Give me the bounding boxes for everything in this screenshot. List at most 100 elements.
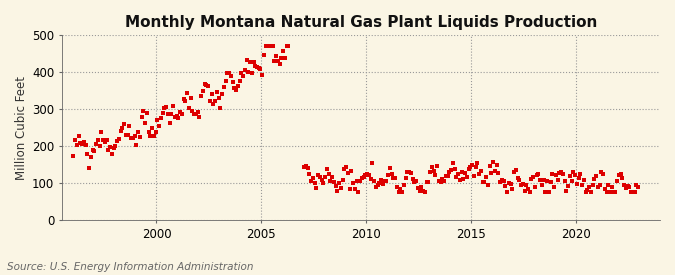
Point [462, 175, 472, 179]
Point [175, 110, 186, 114]
Point [244, 59, 255, 64]
Point [87, 148, 98, 153]
Point [210, 99, 221, 104]
Point [309, 181, 320, 185]
Point [151, 130, 161, 134]
Point [234, 79, 245, 83]
Point [98, 138, 109, 142]
Point [498, 179, 509, 183]
Point [367, 161, 378, 166]
Point [219, 85, 230, 89]
Point [428, 168, 439, 173]
Point [80, 143, 91, 147]
Point [594, 183, 605, 187]
Point [537, 183, 547, 187]
Point [496, 178, 507, 182]
Point [444, 170, 455, 174]
Point [227, 80, 238, 84]
Point [90, 141, 101, 146]
Point [388, 176, 399, 180]
Point [603, 183, 614, 187]
Point [253, 65, 264, 70]
Point [332, 189, 343, 194]
Point [596, 170, 607, 174]
Point [437, 177, 448, 181]
Point [593, 185, 603, 189]
Point [477, 180, 488, 185]
Point [448, 161, 458, 165]
Point [246, 70, 257, 75]
Point [182, 91, 192, 95]
Point [300, 164, 311, 168]
Point [474, 172, 485, 176]
Point [338, 178, 348, 182]
Point [526, 177, 537, 182]
Point [185, 96, 196, 100]
Point [573, 176, 584, 181]
Point [470, 165, 481, 169]
Point [423, 180, 434, 185]
Point [556, 170, 566, 174]
Point [171, 114, 182, 119]
Point [454, 178, 465, 182]
Point [115, 128, 126, 133]
Point [481, 174, 491, 179]
Point [383, 173, 394, 177]
Point [365, 177, 376, 181]
Point [563, 184, 574, 189]
Point [176, 111, 187, 116]
Point [75, 141, 86, 145]
Point [159, 106, 169, 111]
Point [522, 187, 533, 191]
Point [302, 166, 313, 170]
Point [199, 82, 210, 86]
Point [356, 176, 367, 180]
Point [510, 168, 521, 172]
Point [543, 190, 554, 195]
Point [187, 108, 198, 113]
Point [164, 121, 175, 125]
Point [440, 174, 451, 178]
Point [173, 116, 184, 120]
Point [223, 71, 234, 76]
Point [283, 44, 294, 49]
Point [178, 97, 189, 101]
Point [379, 178, 390, 183]
Point [262, 44, 273, 49]
Point [180, 99, 191, 103]
Point [500, 184, 511, 188]
Point [320, 175, 331, 179]
Point [101, 138, 112, 142]
Point [202, 84, 213, 88]
Point [348, 181, 358, 185]
Point [364, 173, 375, 177]
Point [197, 89, 208, 93]
Point [330, 184, 341, 188]
Point [276, 56, 287, 60]
Point [516, 183, 526, 187]
Point [355, 179, 366, 183]
Point [313, 172, 323, 177]
Point [472, 161, 483, 166]
Point [512, 176, 523, 180]
Point [206, 92, 217, 96]
Point [169, 115, 180, 119]
Point [248, 60, 259, 65]
Point [617, 176, 628, 180]
Point [374, 181, 385, 185]
Point [489, 169, 500, 173]
Point [528, 175, 539, 179]
Point [386, 172, 397, 176]
Point [136, 115, 147, 119]
Point [243, 70, 254, 74]
Point [167, 103, 178, 108]
Point [612, 178, 622, 183]
Point [468, 174, 479, 178]
Point [148, 134, 159, 138]
Point [620, 186, 631, 191]
Point [395, 187, 406, 191]
Point [397, 190, 408, 195]
Point [475, 169, 486, 173]
Point [274, 62, 285, 67]
Point [99, 140, 110, 144]
